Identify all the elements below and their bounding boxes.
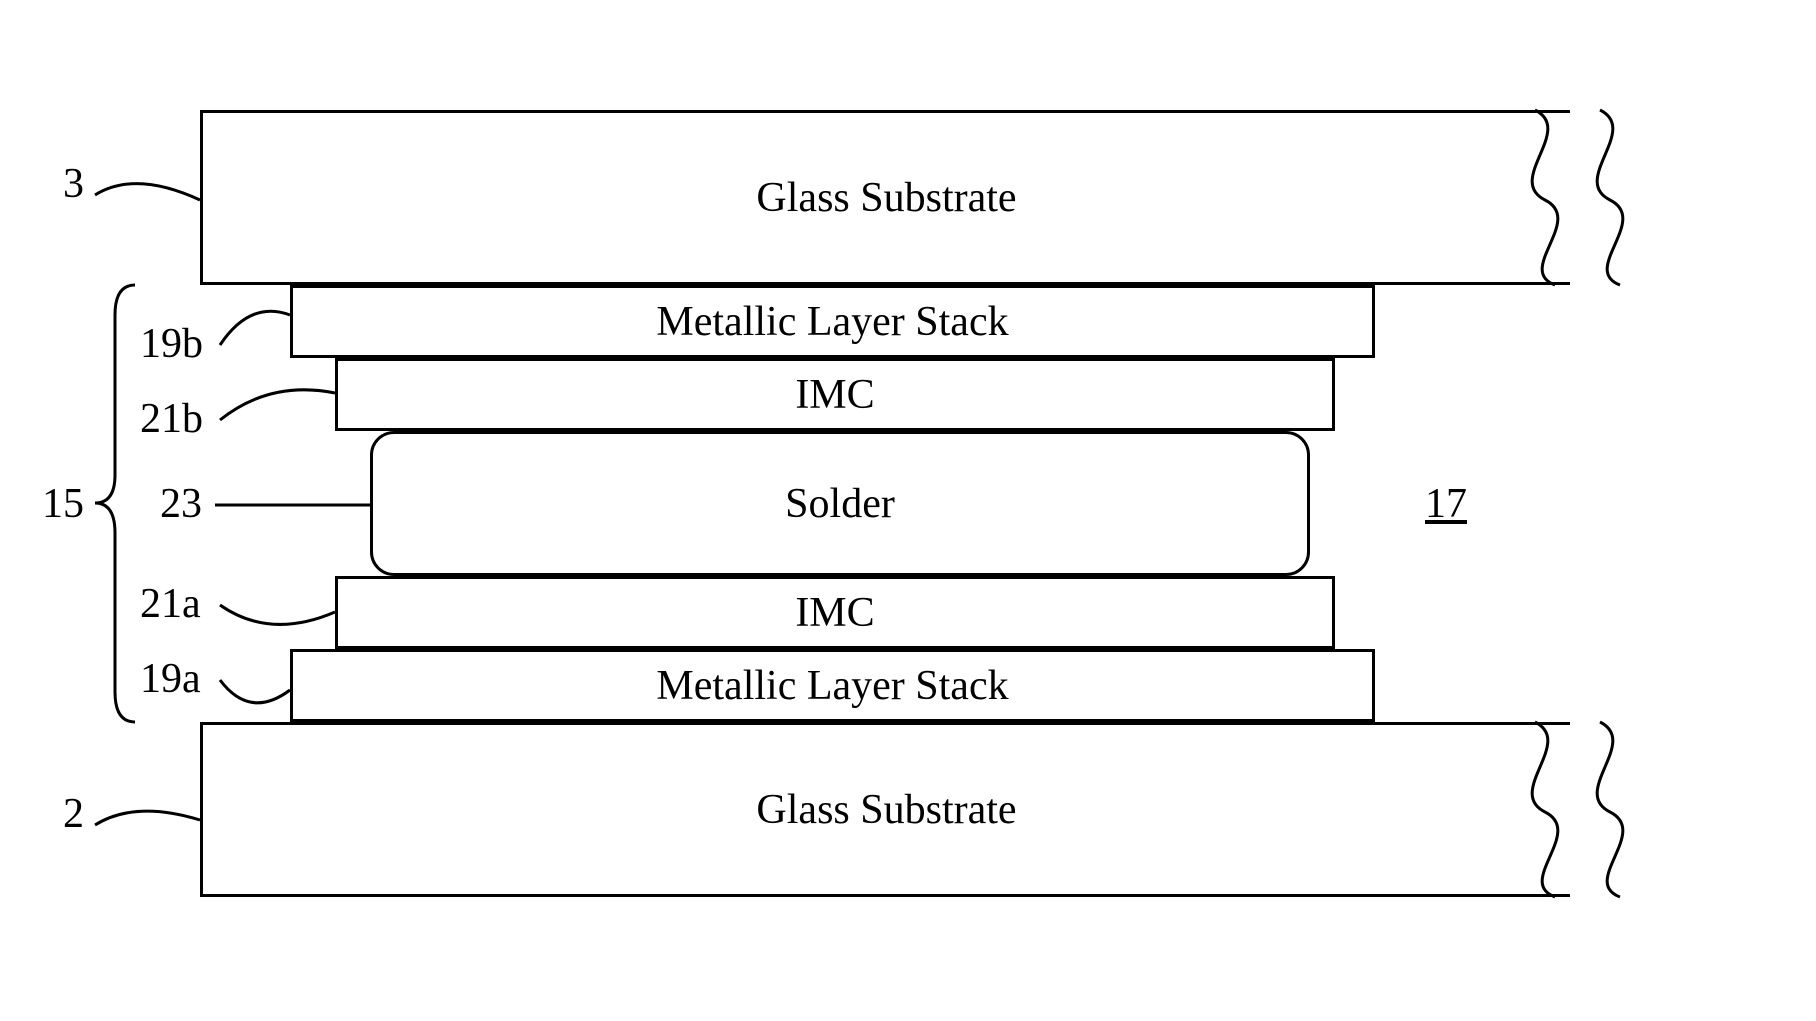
ref-15: 15 xyxy=(42,480,84,528)
lead-lines xyxy=(0,0,1816,1021)
ref-3: 3 xyxy=(63,160,84,208)
ref-21b: 21b xyxy=(140,395,203,443)
diagram-canvas: Glass Substrate Metallic Layer Stack IMC… xyxy=(0,0,1816,1021)
ref-17: 17 xyxy=(1425,480,1467,528)
ref-2: 2 xyxy=(63,790,84,838)
ref-23: 23 xyxy=(160,480,202,528)
ref-21a: 21a xyxy=(140,580,201,628)
ref-19b: 19b xyxy=(140,320,203,368)
ref-19a: 19a xyxy=(140,655,201,703)
